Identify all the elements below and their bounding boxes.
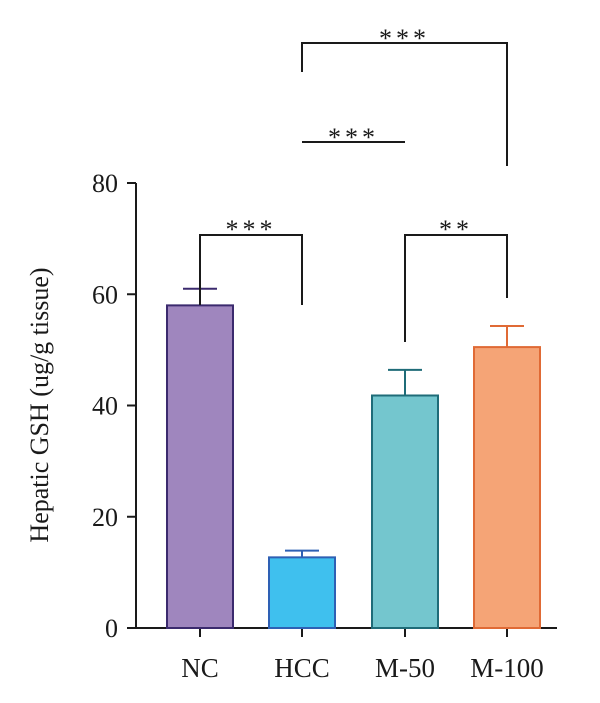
y-tick-label: 80 (92, 169, 118, 198)
significance-brackets: *********** (199, 24, 508, 342)
significance-bracket (301, 42, 508, 166)
bar-hcc (268, 556, 336, 630)
error-bars (183, 287, 524, 558)
significance-bracket (199, 234, 303, 305)
significance-bracket (404, 234, 508, 342)
bar-nc (166, 304, 234, 629)
significance-label: *** (328, 123, 379, 152)
x-tick-label: HCC (274, 653, 330, 683)
x-ticks: NC HCC M-50 M-100 (181, 628, 544, 683)
x-tick-label: NC (181, 653, 219, 683)
y-axis-title: Hepatic GSH (ug/g tissue) (25, 267, 54, 542)
x-tick-label: M-50 (375, 653, 435, 683)
significance-label: *** (226, 215, 277, 244)
x-axis: NC HCC M-50 M-100 (135, 627, 557, 683)
significance-label: *** (379, 24, 430, 53)
y-ticks: 0 20 40 60 80 (92, 169, 136, 643)
bars (166, 304, 541, 630)
y-axis: 0 20 40 60 80 (92, 169, 137, 643)
y-tick-label: 20 (92, 503, 118, 532)
bar-m-100 (473, 346, 541, 629)
y-tick-label: 0 (105, 614, 118, 643)
y-tick-label: 40 (92, 392, 118, 421)
x-tick-label: M-100 (470, 653, 544, 683)
bar-m-50 (371, 394, 439, 629)
y-tick-label: 60 (92, 280, 118, 309)
significance-label: ** (439, 215, 473, 244)
